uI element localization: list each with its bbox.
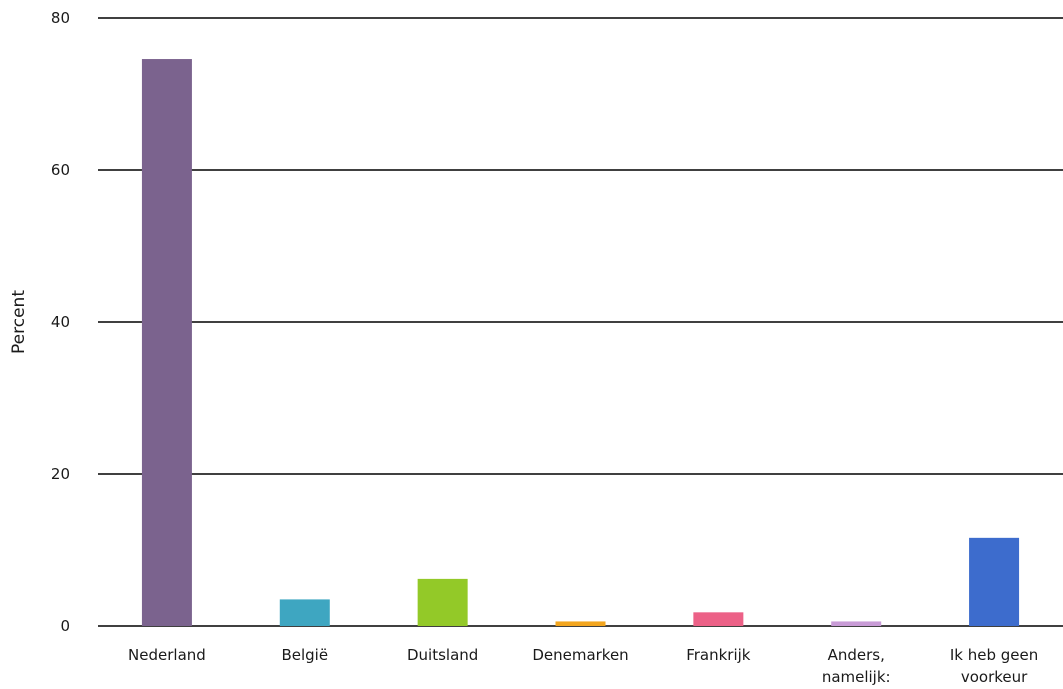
bar xyxy=(279,599,330,626)
x-category-label-line: België xyxy=(281,646,328,664)
x-category-label-line: Frankrijk xyxy=(686,646,751,664)
x-category-label-line: voorkeur xyxy=(961,668,1028,686)
gridlines xyxy=(98,17,1063,627)
bar xyxy=(555,621,606,626)
bar xyxy=(417,578,468,626)
x-category-label-line: Anders, xyxy=(828,646,885,664)
y-axis-title: Percent xyxy=(9,290,29,354)
y-tick-label: 60 xyxy=(51,161,70,179)
x-category-label-line: Nederland xyxy=(128,646,206,664)
y-tick-label: 20 xyxy=(51,465,70,483)
bar xyxy=(831,621,882,626)
bar xyxy=(141,59,192,627)
x-category-label-line: namelijk: xyxy=(822,668,891,686)
bar xyxy=(693,612,744,626)
x-category-label-line: Duitsland xyxy=(407,646,478,664)
x-category-label: Nederland xyxy=(128,646,206,664)
x-category-label-line: Ik heb geen xyxy=(950,646,1038,664)
x-category-label: Duitsland xyxy=(407,646,478,664)
x-category-label: Denemarken xyxy=(532,646,628,664)
x-category-label: België xyxy=(281,646,328,664)
y-tick-label: 40 xyxy=(51,313,70,331)
x-category-label: Frankrijk xyxy=(686,646,751,664)
x-category-label: Ik heb geen voorkeur xyxy=(950,646,1038,686)
bar xyxy=(969,537,1020,626)
y-tick-labels: 0 20 40 60 80 xyxy=(51,9,70,635)
x-category-label-line: Denemarken xyxy=(532,646,628,664)
y-tick-label: 0 xyxy=(60,617,70,635)
x-category-labels: Nederland België Duitsland Denemarken Frankr… xyxy=(128,646,1038,686)
y-tick-label: 80 xyxy=(51,9,70,27)
bars xyxy=(141,59,1020,627)
x-category-label: Anders, namelijk: xyxy=(822,646,891,686)
